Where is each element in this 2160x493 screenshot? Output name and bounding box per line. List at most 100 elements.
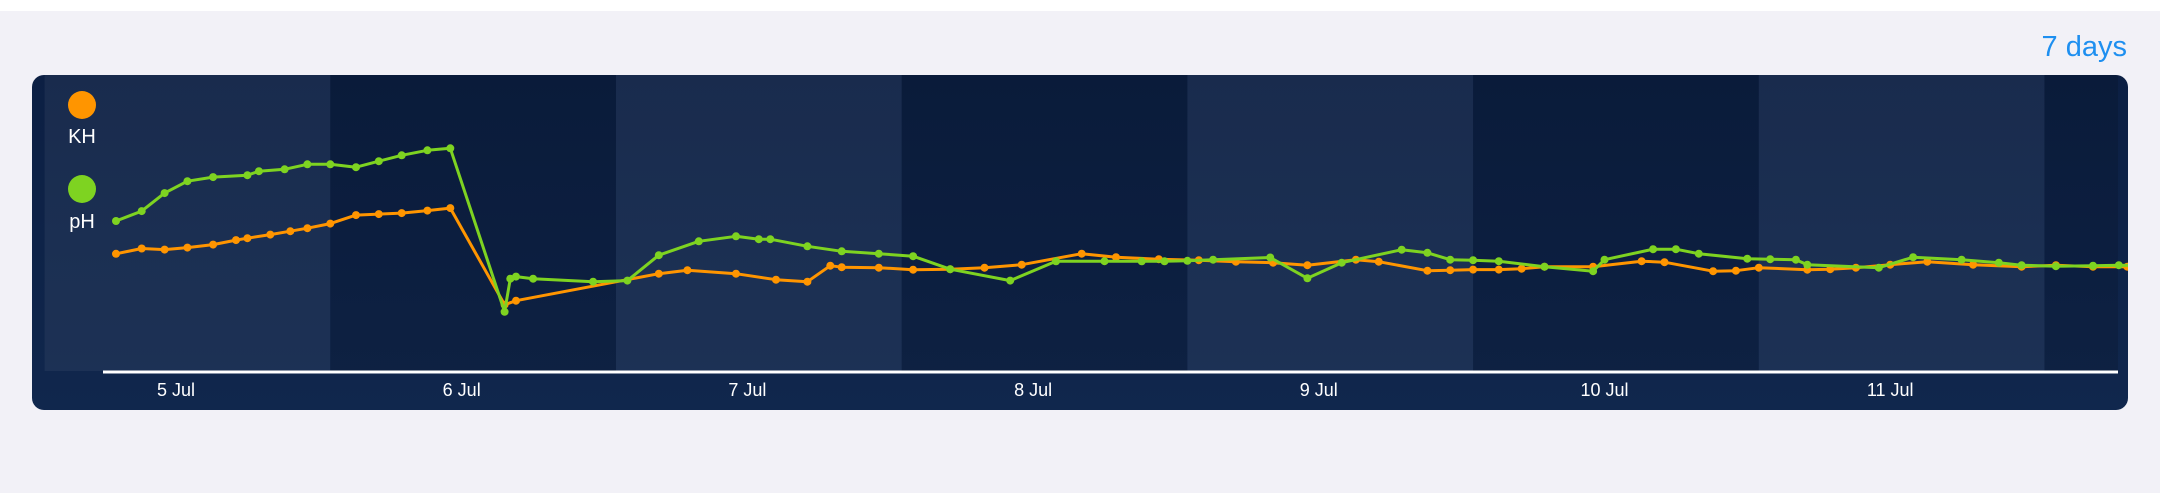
ph-data-point — [303, 160, 312, 169]
kh-data-point — [137, 244, 146, 253]
kh-data-point — [1969, 260, 1978, 269]
ph-data-point — [803, 242, 812, 251]
kh-data-point — [772, 275, 780, 284]
ph-data-point — [766, 235, 775, 244]
ph-data-point — [1183, 256, 1192, 265]
x-tick-label: 5 Jul — [157, 380, 195, 400]
ph-data-point — [1052, 257, 1060, 266]
ph-data-point — [209, 173, 218, 182]
kh-data-point — [654, 269, 663, 278]
kh-data-point — [1494, 265, 1503, 274]
legend-label-ph: pH — [69, 211, 95, 233]
ph-data-point — [254, 167, 263, 176]
kh-data-point — [112, 249, 120, 258]
kh-data-point — [1754, 263, 1763, 272]
ph-data-point — [500, 307, 509, 316]
ph-data-point — [1303, 274, 1312, 283]
day-bands — [44, 75, 2118, 371]
ph-data-point — [754, 235, 763, 244]
x-tick-label: 7 Jul — [728, 380, 766, 400]
day-band — [2044, 75, 2118, 371]
ph-data-point — [874, 249, 883, 258]
range-selector-button[interactable]: 7 days — [2041, 31, 2127, 63]
ph-data-point — [2089, 261, 2097, 270]
day-band — [44, 75, 331, 371]
ph-data-point — [1160, 257, 1169, 266]
kh-data-point — [446, 204, 455, 213]
kh-data-point — [980, 263, 989, 272]
ph-data-point — [446, 144, 455, 153]
legend-markers — [68, 91, 96, 203]
ph-data-point — [423, 146, 432, 155]
x-tick-label: 8 Jul — [1014, 380, 1052, 400]
ph-data-point — [1209, 255, 1218, 264]
day-band — [901, 75, 1188, 371]
kh-data-point — [286, 227, 295, 236]
kh-data-point — [1112, 253, 1120, 262]
kh-legend-dot — [68, 91, 96, 119]
kh-data-point — [1923, 257, 1932, 266]
series-layer — [112, 144, 2128, 316]
day-band — [1187, 75, 1474, 371]
legend-label-kh: KH — [68, 126, 96, 148]
ph-data-point — [1874, 263, 1883, 272]
ph-data-point — [1743, 254, 1752, 263]
kh-data-point — [874, 263, 883, 272]
ph-data-point — [2051, 262, 2060, 271]
kh-data-point — [1660, 258, 1669, 267]
x-tick-label: 10 Jul — [1580, 380, 1628, 400]
kh-data-point — [374, 210, 383, 219]
day-band — [1473, 75, 1759, 371]
kh-data-point — [1017, 260, 1026, 269]
ph-data-point — [1791, 255, 1800, 264]
kh-data-point — [1731, 266, 1740, 275]
top-bar — [0, 0, 2160, 11]
ph-data-point — [1600, 255, 1609, 264]
ph-data-point — [529, 274, 538, 283]
ph-data-point — [137, 207, 146, 216]
ph-data-point — [112, 217, 120, 225]
ph-data-point — [623, 276, 632, 285]
ph-data-point — [1540, 262, 1549, 271]
kh-data-point — [909, 265, 918, 274]
x-tick-label: 11 Jul — [1867, 380, 1914, 400]
ph-data-point — [1337, 258, 1346, 267]
kh-data-point — [1077, 249, 1086, 258]
ph-data-point — [1909, 253, 1918, 262]
kh-data-point — [1303, 261, 1312, 270]
kh-data-point — [803, 277, 812, 286]
ph-data-point — [1994, 258, 2003, 267]
ph-data-point — [374, 157, 383, 166]
ph-data-point — [326, 160, 335, 169]
ph-legend-dot — [68, 175, 96, 203]
x-tick-label: 9 Jul — [1300, 380, 1338, 400]
day-band — [330, 75, 616, 371]
ph-data-point — [837, 247, 846, 256]
kh-data-point — [1423, 266, 1432, 275]
ph-data-point — [160, 189, 169, 198]
ph-data-point — [243, 171, 252, 180]
ph-data-point — [2017, 261, 2026, 270]
kh-data-point — [683, 266, 692, 275]
ph-data-point — [909, 252, 918, 261]
kh-data-point — [352, 211, 360, 220]
ph-data-point — [1766, 255, 1775, 264]
ph-data-point — [732, 232, 740, 241]
kh-data-point — [423, 206, 432, 215]
day-band — [1758, 75, 2045, 371]
kh-data-point — [1469, 265, 1478, 274]
x-tick-label: 6 Jul — [443, 380, 481, 400]
kh-data-point — [183, 243, 192, 252]
ph-data-point — [1006, 276, 1015, 285]
ph-data-point — [2114, 261, 2123, 270]
ph-data-point — [280, 165, 289, 174]
kh-data-point — [326, 219, 335, 228]
ph-data-point — [1957, 255, 1966, 264]
kh-data-point — [160, 245, 169, 254]
day-band — [615, 75, 902, 371]
ph-data-point — [1469, 256, 1478, 265]
kh-data-point — [232, 236, 240, 245]
